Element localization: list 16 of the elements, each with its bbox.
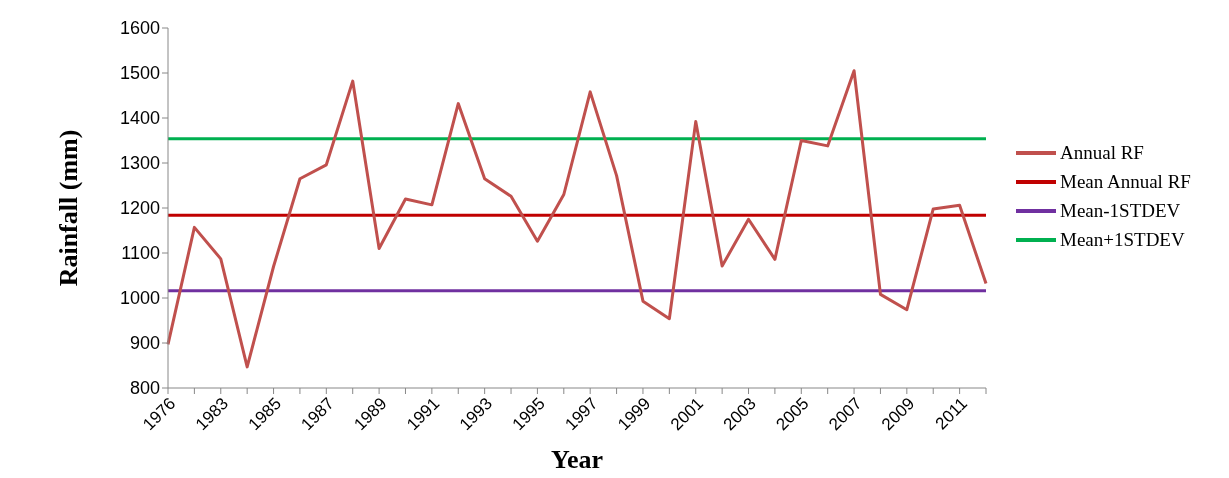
y-tick-label: 1500 xyxy=(119,63,160,84)
y-tick-label: 1200 xyxy=(119,198,160,219)
y-axis-title: Rainfall (mm) xyxy=(54,129,84,287)
legend-label: Mean-1STDEV xyxy=(1060,199,1181,222)
y-tick-label: 1100 xyxy=(121,243,160,264)
y-tick-label: 1300 xyxy=(119,153,160,174)
y-tick-label: 800 xyxy=(129,378,160,399)
y-tick-label: 900 xyxy=(129,333,160,354)
x-axis-title: Year xyxy=(551,445,603,474)
y-tick-label: 1400 xyxy=(119,108,160,129)
line-series xyxy=(166,69,988,369)
legend-label: Mean Annual RF xyxy=(1060,170,1191,193)
y-tick-label: 1000 xyxy=(119,288,160,309)
legend-label: Annual RF xyxy=(1060,141,1144,164)
y-tick-label: 1600 xyxy=(119,18,160,39)
legend-label: Mean+1STDEV xyxy=(1060,228,1185,251)
